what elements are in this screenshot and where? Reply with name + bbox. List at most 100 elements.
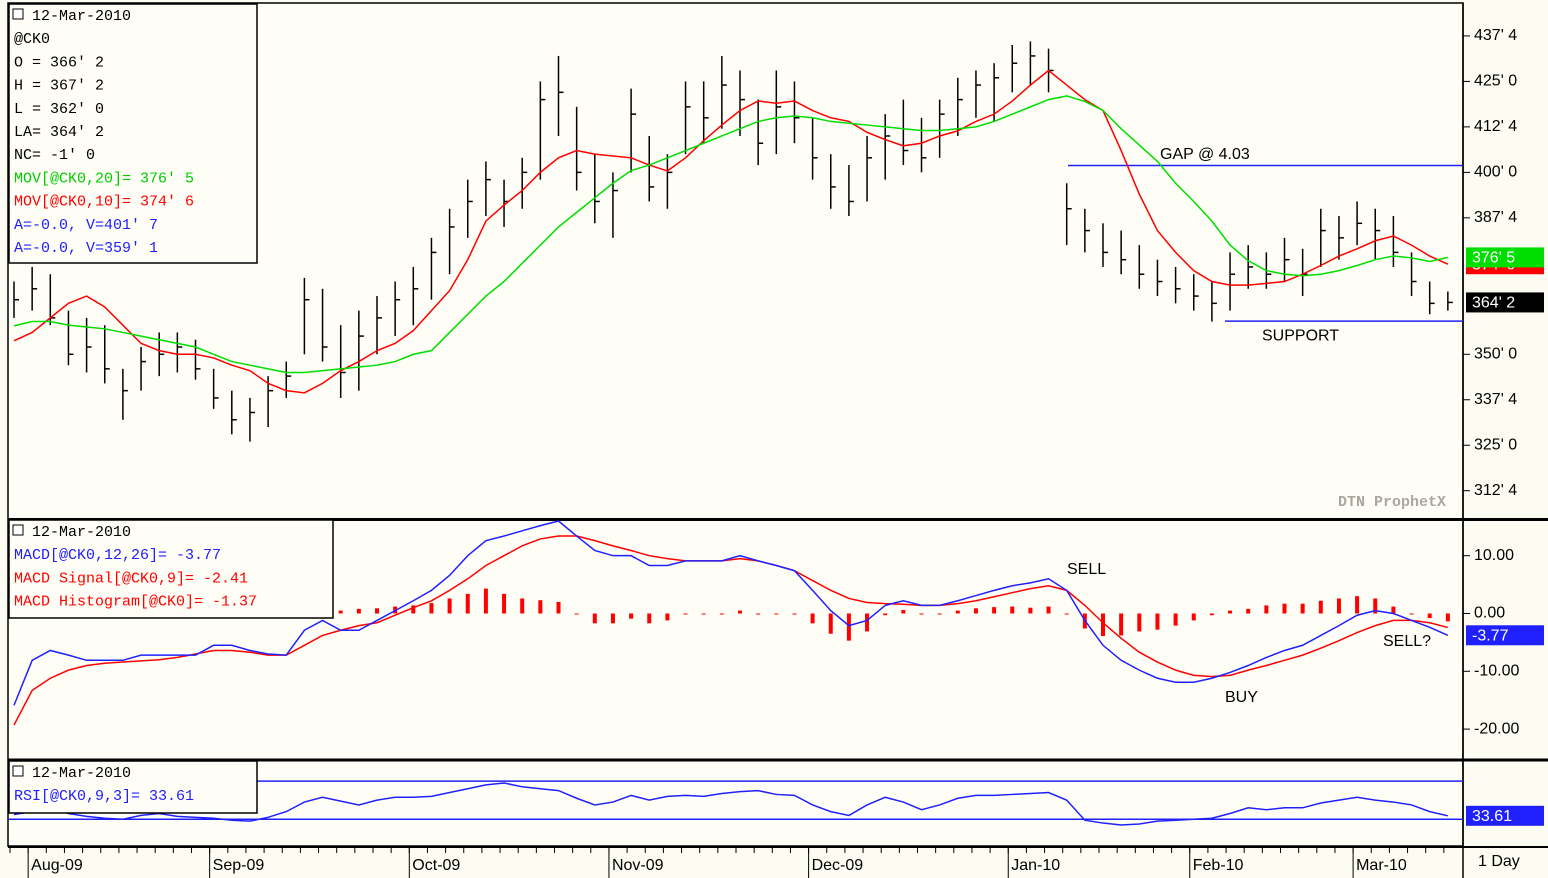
histogram-bar	[846, 613, 851, 641]
histogram-bar	[719, 613, 724, 615]
histogram-bar	[1409, 613, 1414, 615]
x-tick-label: Nov-09	[612, 857, 664, 874]
series-line	[13, 782, 1449, 826]
annotation-label: SELL?	[1383, 633, 1431, 650]
value-box-label: -3.77	[1472, 627, 1509, 644]
histogram-bar	[901, 610, 906, 614]
y-tick-label: 437' 4	[1474, 27, 1517, 44]
y-tick-label: 425' 0	[1474, 73, 1517, 90]
histogram-bar	[1137, 613, 1142, 632]
histogram-bar	[1427, 613, 1432, 619]
histogram-bar	[610, 613, 615, 624]
legend-entry: MACD Histogram[@CK0]= -1.37	[14, 594, 257, 611]
histogram-bar	[810, 613, 815, 624]
x-tick-label: Feb-10	[1193, 857, 1244, 874]
legend-entry: MOV[@CK0,20]= 376' 5	[14, 170, 194, 187]
histogram-bar	[356, 608, 361, 614]
series-line	[13, 535, 1449, 726]
histogram-bar	[828, 613, 833, 634]
y-tick-label: 387' 4	[1474, 209, 1517, 226]
y-tick-label: -20.00	[1474, 720, 1519, 737]
histogram-bar	[465, 593, 470, 614]
value-box	[1466, 805, 1544, 826]
histogram-bar	[629, 613, 634, 619]
y-tick-label: 10.00	[1474, 547, 1514, 564]
histogram-bar	[1028, 607, 1033, 614]
histogram-bar	[574, 613, 579, 615]
legend-entry: RSI[@CK0,9,3]= 33.61	[14, 788, 194, 805]
histogram-bar	[538, 600, 543, 614]
annotation-label: BUY	[1225, 689, 1258, 706]
legend-entry: O = 366' 2	[14, 54, 104, 71]
histogram-bar	[756, 613, 761, 615]
histogram-bar	[1209, 613, 1214, 616]
histogram-bar	[1264, 605, 1269, 614]
legend-entry: MACD[@CK0,12,26]= -3.77	[14, 547, 221, 564]
histogram-bar	[483, 588, 488, 614]
y-tick-label: -10.00	[1474, 663, 1519, 680]
series-line	[13, 520, 1449, 706]
value-box	[1466, 292, 1544, 313]
legend-icon	[12, 765, 24, 777]
histogram-bar	[955, 610, 960, 614]
interval-label: 1 Day	[1478, 853, 1520, 870]
x-tick-label: Mar-10	[1356, 857, 1407, 874]
y-tick-label: 400' 0	[1474, 164, 1517, 181]
y-tick-label: 312' 4	[1474, 482, 1517, 499]
histogram-bar	[375, 608, 379, 614]
histogram-bar	[883, 613, 888, 616]
x-tick-label: Sep-09	[213, 857, 265, 874]
histogram-bar	[701, 613, 706, 615]
histogram-bar	[937, 613, 942, 615]
legend-date: 12-Mar-2010	[32, 8, 131, 25]
histogram-bar	[865, 613, 870, 632]
histogram-bar	[1191, 613, 1196, 621]
value-box-label: 33.61	[1472, 808, 1512, 825]
histogram-bar	[502, 593, 507, 614]
legend-entry: H = 367' 2	[14, 78, 104, 95]
histogram-bar	[738, 610, 742, 614]
watermark: DTN ProphetX	[1338, 494, 1446, 511]
histogram-bar	[1300, 603, 1305, 614]
annotation-label: GAP @ 4.03	[1160, 146, 1250, 163]
histogram-bar	[1355, 596, 1360, 614]
x-tick-label: Jan-10	[1011, 857, 1060, 874]
y-tick-label: 325' 0	[1474, 436, 1517, 453]
histogram-bar	[1101, 613, 1105, 637]
histogram-bar	[429, 603, 434, 614]
histogram-bar	[1228, 610, 1233, 614]
histogram-bar	[1173, 613, 1178, 626]
histogram-bar	[411, 605, 416, 614]
legend-entry: LA= 364' 2	[14, 124, 104, 141]
legend-entry: MOV[@CK0,10]= 374' 6	[14, 194, 194, 211]
legend-entry: A=-0.0, V=359' 1	[14, 240, 158, 257]
histogram-bar	[1336, 598, 1341, 614]
histogram-bar	[665, 613, 670, 621]
histogram-bar	[774, 613, 779, 615]
legend-date: 12-Mar-2010	[32, 524, 131, 541]
histogram-bar	[592, 613, 597, 624]
legend-icon	[12, 524, 24, 536]
value-box	[1466, 625, 1544, 646]
value-box	[1466, 247, 1544, 268]
histogram-bar	[1246, 608, 1251, 614]
y-tick-label: 412' 4	[1474, 118, 1517, 135]
legend-date: 12-Mar-2010	[32, 765, 131, 782]
histogram-bar	[973, 608, 978, 614]
value-box-label: 364' 2	[1472, 295, 1515, 312]
legend-entry: L = 362' 0	[14, 101, 104, 118]
histogram-bar	[1010, 606, 1015, 614]
legend-icon	[12, 8, 24, 20]
histogram-bar	[1373, 598, 1378, 614]
annotation-label: SELL	[1067, 561, 1106, 578]
histogram-bar	[919, 613, 924, 615]
y-tick-label: 337' 4	[1474, 391, 1517, 408]
y-tick-label: 0.00	[1474, 605, 1505, 622]
legend-entry: MACD Signal[@CK0,9]= -2.41	[14, 570, 248, 587]
histogram-bar	[1282, 603, 1287, 614]
histogram-bar	[1391, 606, 1396, 614]
histogram-bar	[338, 610, 343, 614]
histogram-bar	[556, 601, 561, 614]
histogram-bar	[683, 613, 688, 615]
